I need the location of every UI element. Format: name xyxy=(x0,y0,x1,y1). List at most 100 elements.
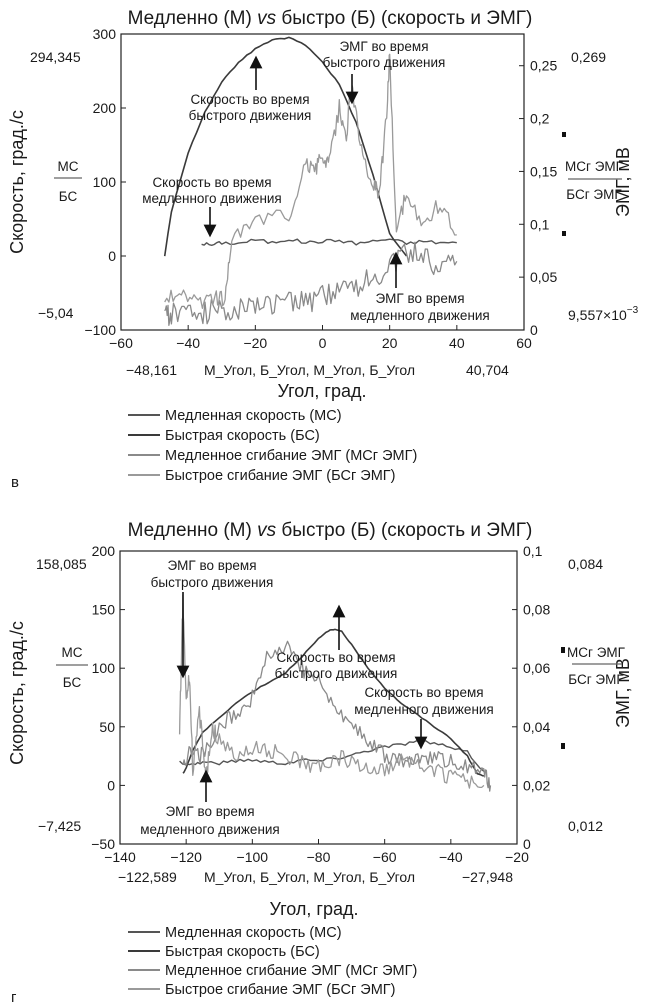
svg-text:Скорость во время: Скорость во время xyxy=(364,685,483,700)
panel-g: Медленно (М) vs быстро (Б) (скорость и Э… xyxy=(7,520,633,1006)
svg-text:медленного движения: медленного движения xyxy=(350,308,490,323)
x-min-readout: −122,589 xyxy=(118,869,177,885)
side-label-bsg-emg: БСг ЭМГ xyxy=(568,672,624,687)
legend-label: Быстрая скорость (БС) xyxy=(165,944,320,960)
x-tick-label: −120 xyxy=(170,849,202,865)
legend-label: Медленная скорость (МС) xyxy=(165,408,342,424)
series-line-slow-speed xyxy=(201,238,457,246)
y-right-axis-title: ЭМГ, мВ xyxy=(613,658,633,728)
x-tick-label: −60 xyxy=(109,335,133,351)
svg-text:быстрого движения: быстрого движения xyxy=(189,108,312,123)
y-right-max-readout: 0,269 xyxy=(571,49,606,65)
legend-label: Медленное сгибание ЭМГ (МСг ЭМГ) xyxy=(165,448,417,464)
y-right-tick-label: 0,08 xyxy=(523,602,550,618)
x-tick-label: −60 xyxy=(373,849,397,865)
series-line-fast-speed xyxy=(182,628,485,777)
y-right-tick-label: 0,04 xyxy=(523,719,550,735)
series-line-fast-speed xyxy=(163,36,408,257)
x-tick-label: −100 xyxy=(237,849,269,865)
legend: Медленная скорость (МС) Быстрая скорость … xyxy=(128,925,417,998)
y-left-ticks: −50 0 50 100 150 200 xyxy=(91,543,125,852)
annotation-fast-emg: ЭМГ во время быстрого движения xyxy=(151,558,274,679)
side-label-bsg-emg: БСг ЭМГ xyxy=(566,187,622,202)
y-left-tick-label: 200 xyxy=(93,100,117,116)
x-tick-label: 40 xyxy=(449,335,465,351)
x-channels-readout: М_Угол, Б_Угол, М_Угол, Б_Угол xyxy=(204,362,415,378)
annotation-fast-emg: ЭМГ во время быстрого движения xyxy=(323,39,445,105)
svg-text:медленного движения: медленного движения xyxy=(142,191,282,206)
y-left-axis-title: Скорость, град./с xyxy=(7,621,27,765)
y-right-tick-label: 0,15 xyxy=(530,163,557,179)
y-right-ticks: 0 0,02 0,04 0,06 0,08 0,1 xyxy=(512,543,550,852)
y-right-axis-title: ЭМГ, мВ xyxy=(613,147,633,217)
svg-text:быстрого движения: быстрого движения xyxy=(151,575,274,590)
legend-label: Быстрое сгибание ЭМГ (БСг ЭМГ) xyxy=(165,982,395,998)
y-left-axis-title: Скорость, град./с xyxy=(7,110,27,254)
y-left-tick-label: 150 xyxy=(92,602,116,618)
marker-dot xyxy=(562,231,566,236)
annotation-slow-speed: Скорость во время медленного движения xyxy=(142,175,282,238)
y-left-ticks: −100 0 100 200 300 xyxy=(84,26,126,338)
x-axis-title: Угол, град. xyxy=(269,899,358,919)
x-ticks: −140 −120 −100 −80 −60 −40 −20 xyxy=(104,839,529,865)
x-axis-title: Угол, град. xyxy=(277,381,366,401)
x-tick-label: 60 xyxy=(516,335,532,351)
y-left-tick-label: −100 xyxy=(84,322,116,338)
annotation-fast-speed: Скорость во время быстрого движения xyxy=(189,55,312,123)
legend: Медленная скорость (МС) Быстрая скорость … xyxy=(128,408,417,484)
svg-text:ЭМГ во время: ЭМГ во время xyxy=(339,39,428,54)
y-left-tick-label: 50 xyxy=(99,719,115,735)
series-line-slow-emg xyxy=(164,241,458,326)
legend-label: Медленная скорость (МС) xyxy=(165,925,342,941)
x-tick-label: −20 xyxy=(505,849,529,865)
y-left-min-readout: −7,425 xyxy=(38,818,81,834)
y-right-min-readout: 9,557×10−3 xyxy=(568,305,639,323)
side-label-bs: БС xyxy=(59,189,78,204)
svg-text:ЭМГ во время: ЭМГ во время xyxy=(167,558,256,573)
x-min-readout: −48,161 xyxy=(126,362,177,378)
svg-text:Скорость во время: Скорость во время xyxy=(190,92,309,107)
marker-dot xyxy=(561,743,565,749)
y-right-min-readout: 0,012 xyxy=(568,818,603,834)
svg-text:медленного движения: медленного движения xyxy=(140,822,280,837)
y-right-tick-label: 0,02 xyxy=(523,777,550,793)
x-tick-label: 20 xyxy=(382,335,398,351)
y-left-max-readout: 294,345 xyxy=(30,49,81,65)
x-tick-label: −20 xyxy=(243,335,267,351)
x-tick-label: −40 xyxy=(176,335,200,351)
y-right-tick-label: 0,1 xyxy=(523,543,543,559)
series-line-slow-speed xyxy=(179,739,485,772)
y-left-tick-label: 100 xyxy=(93,174,117,190)
y-right-ticks: 0 0,05 0,1 0,15 0,2 0,25 xyxy=(519,58,557,338)
annotation-fast-speed: Скорость во время быстрого движения xyxy=(275,604,398,681)
y-right-max-readout: 0,084 xyxy=(568,556,603,572)
y-left-max-readout: 158,085 xyxy=(36,556,87,572)
svg-text:Скорость во время: Скорость во время xyxy=(152,175,271,190)
y-left-tick-label: 300 xyxy=(93,26,117,42)
x-tick-label: −140 xyxy=(104,849,136,865)
y-left-tick-label: −50 xyxy=(91,836,115,852)
x-tick-label: −40 xyxy=(439,849,463,865)
chart-title: Медленно (М) vs быстро (Б) (скорость и Э… xyxy=(128,8,533,29)
x-max-readout: 40,704 xyxy=(466,362,509,378)
series-line-fast-emg xyxy=(164,53,457,309)
side-label-ms: МС xyxy=(62,645,83,660)
y-right-tick-label: 0,25 xyxy=(530,58,557,74)
y-right-tick-label: 0,2 xyxy=(530,111,550,127)
y-right-tick-label: 0 xyxy=(530,322,538,338)
marker-dot xyxy=(562,132,566,137)
series-layer xyxy=(163,36,458,326)
annotation-slow-speed: Скорость во время медленного движения xyxy=(354,685,494,750)
annotation-slow-emg: ЭМГ во время медленного движения xyxy=(140,769,280,837)
y-left-tick-label: 0 xyxy=(107,777,115,793)
y-left-min-readout: −5,04 xyxy=(38,305,74,321)
panel-v: Медленно (М) vs быстро (Б) (скорость и Э… xyxy=(7,8,639,491)
chart-title: Медленно (М) vs быстро (Б) (скорость и Э… xyxy=(128,520,533,541)
svg-text:быстрого движения: быстрого движения xyxy=(275,666,398,681)
y-right-tick-label: 0 xyxy=(523,836,531,852)
panel-letter: в xyxy=(11,474,19,491)
panel-letter: г xyxy=(11,989,17,1006)
svg-text:Скорость во время: Скорость во время xyxy=(276,650,395,665)
side-label-msg-emg: МСг ЭМГ xyxy=(567,645,626,660)
